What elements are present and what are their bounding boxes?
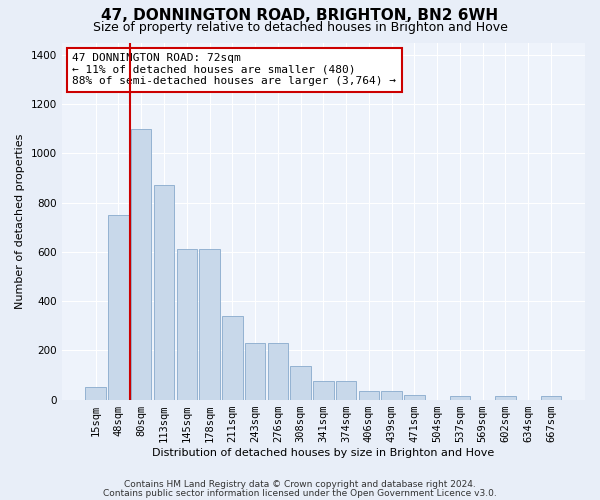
- Text: Size of property relative to detached houses in Brighton and Hove: Size of property relative to detached ho…: [92, 21, 508, 34]
- Bar: [359, 391, 379, 400]
- Bar: [131, 128, 151, 400]
- Bar: [176, 250, 197, 400]
- Bar: [495, 396, 515, 400]
- Bar: [108, 215, 129, 400]
- Bar: [290, 366, 311, 400]
- Text: Contains HM Land Registry data © Crown copyright and database right 2024.: Contains HM Land Registry data © Crown c…: [124, 480, 476, 489]
- Bar: [222, 316, 242, 400]
- Bar: [382, 391, 402, 400]
- Bar: [154, 186, 174, 400]
- Bar: [313, 381, 334, 400]
- Y-axis label: Number of detached properties: Number of detached properties: [15, 134, 25, 308]
- Text: Contains public sector information licensed under the Open Government Licence v3: Contains public sector information licen…: [103, 488, 497, 498]
- Bar: [199, 250, 220, 400]
- Bar: [404, 394, 425, 400]
- Bar: [449, 396, 470, 400]
- Bar: [85, 388, 106, 400]
- Text: 47, DONNINGTON ROAD, BRIGHTON, BN2 6WH: 47, DONNINGTON ROAD, BRIGHTON, BN2 6WH: [101, 8, 499, 22]
- Bar: [245, 343, 265, 400]
- Bar: [268, 343, 288, 400]
- Bar: [541, 396, 561, 400]
- Text: 47 DONNINGTON ROAD: 72sqm
← 11% of detached houses are smaller (480)
88% of semi: 47 DONNINGTON ROAD: 72sqm ← 11% of detac…: [72, 53, 396, 86]
- Bar: [336, 381, 356, 400]
- X-axis label: Distribution of detached houses by size in Brighton and Hove: Distribution of detached houses by size …: [152, 448, 494, 458]
